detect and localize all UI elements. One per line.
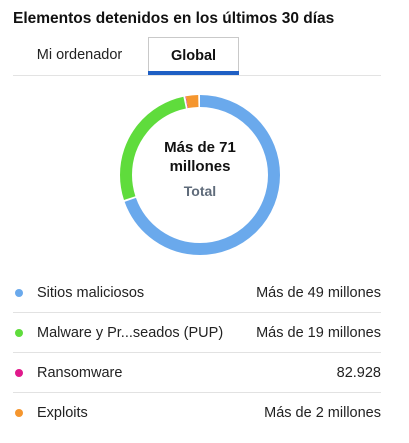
legend-list: Sitios maliciosos Más de 49 millones Mal… [13, 273, 381, 433]
tab-mi-ordenador[interactable]: Mi ordenador [36, 47, 123, 63]
page-title: Elementos detenidos en los últimos 30 dí… [13, 10, 335, 27]
legend-label: Ransomware [37, 364, 123, 381]
donut-chart: Más de 71 millones Total [117, 92, 283, 258]
legend-dot-icon [15, 288, 23, 297]
donut-slice-1 [120, 95, 280, 255]
total-value: Más de 71 millones [164, 138, 236, 175]
legend-label: Exploits [37, 405, 88, 421]
legend-dot-icon [15, 409, 23, 417]
legend-row-sitios-maliciosos: Sitios maliciosos Más de 49 millones [13, 273, 381, 313]
legend-value: Más de 2 millones [264, 405, 381, 421]
donut-center: Más de 71 millones Total [117, 92, 283, 258]
legend-dot-icon [15, 328, 23, 337]
total-label: Total [183, 182, 217, 199]
legend-value: 82.928 [336, 364, 381, 381]
tab-global[interactable]: Global [148, 37, 239, 73]
legend-value: Más de 49 millones [256, 284, 381, 301]
legend-row-ransomware: Ransomware 82.928 [13, 353, 381, 393]
legend-dot-icon [15, 368, 23, 377]
legend-value: Más de 19 millones [256, 324, 381, 341]
legend-row-exploits: Exploits Más de 2 millones [13, 393, 381, 433]
legend-row-malware-pup: Malware y Pr...seados (PUP) Más de 19 mi… [13, 313, 381, 353]
donut-chart-svg [120, 95, 280, 255]
tab-bar: Mi ordenador Global [13, 37, 381, 76]
legend-label: Malware y Pr...seados (PUP) [37, 324, 224, 341]
legend-label: Sitios maliciosos [37, 284, 145, 301]
donut-slice-2 [120, 95, 280, 255]
active-tab-indicator [148, 71, 239, 75]
